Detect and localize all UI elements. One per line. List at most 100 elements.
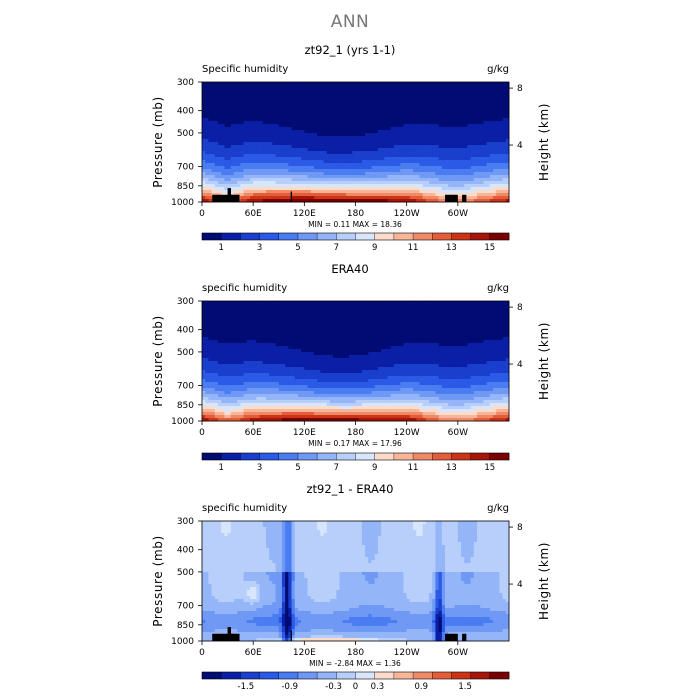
heatmap-cell bbox=[425, 106, 430, 110]
heatmap-cell bbox=[301, 157, 305, 161]
heatmap-cell bbox=[371, 160, 376, 164]
heatmap-cell bbox=[464, 169, 468, 173]
heatmap-cell bbox=[480, 118, 484, 122]
heatmap-cell bbox=[323, 112, 328, 116]
heatmap-cell bbox=[425, 169, 430, 173]
heatmap-cell bbox=[269, 418, 273, 422]
heatmap-cell bbox=[243, 325, 248, 329]
heatmap-cell bbox=[361, 91, 366, 95]
heatmap-cell bbox=[377, 109, 382, 113]
heatmap-cell bbox=[390, 133, 395, 137]
heatmap-cell bbox=[454, 178, 459, 182]
heatmap-cell bbox=[281, 355, 286, 359]
heatmap-cell bbox=[269, 370, 273, 374]
heatmap-cell bbox=[217, 121, 222, 125]
heatmap-cell bbox=[397, 91, 401, 95]
heatmap-cell bbox=[224, 91, 228, 95]
heatmap-cell bbox=[502, 94, 507, 98]
heatmap-cell bbox=[221, 139, 225, 143]
heatmap-cell bbox=[208, 121, 212, 125]
heatmap-cell bbox=[496, 196, 500, 200]
heatmap-cell bbox=[473, 142, 478, 146]
heatmap-cell bbox=[413, 172, 417, 176]
heatmap-cell bbox=[230, 103, 235, 107]
heatmap-cell bbox=[496, 184, 500, 188]
heatmap-cell bbox=[336, 85, 340, 89]
heatmap-cell bbox=[208, 319, 212, 323]
heatmap-cell bbox=[467, 106, 472, 110]
heatmap-cell bbox=[374, 184, 379, 188]
heatmap-cell bbox=[240, 358, 244, 362]
heatmap-cell bbox=[371, 139, 376, 143]
heatmap-cell bbox=[326, 103, 331, 107]
heatmap-cell bbox=[387, 175, 392, 179]
heatmap-cell bbox=[422, 91, 427, 95]
heatmap-cell bbox=[349, 97, 353, 101]
heatmap-cell bbox=[480, 199, 484, 203]
heatmap-cell bbox=[297, 97, 302, 101]
heatmap-cell bbox=[448, 94, 452, 98]
heatmap-cell bbox=[461, 94, 465, 98]
heatmap-cell bbox=[333, 109, 337, 113]
heatmap-cell bbox=[262, 346, 267, 350]
heatmap-cell bbox=[237, 148, 241, 152]
heatmap-cell bbox=[467, 199, 472, 203]
heatmap-cell bbox=[275, 382, 280, 386]
heatmap-cell bbox=[419, 109, 424, 113]
heatmap-cell bbox=[211, 97, 216, 101]
heatmap-cell bbox=[371, 124, 376, 128]
heatmap-cell bbox=[326, 136, 331, 140]
heatmap-cell bbox=[301, 199, 305, 203]
heatmap-cell bbox=[233, 394, 238, 398]
heatmap-cell bbox=[294, 130, 299, 134]
heatmap-cell bbox=[374, 103, 379, 107]
heatmap-cell bbox=[368, 199, 372, 203]
heatmap-cell bbox=[384, 139, 388, 143]
heatmap-cell bbox=[246, 199, 251, 203]
heatmap-cell bbox=[262, 169, 267, 173]
heatmap-cell bbox=[208, 175, 212, 179]
heatmap-cell bbox=[243, 82, 248, 86]
heatmap-cell bbox=[355, 100, 360, 104]
heatmap-cell bbox=[387, 82, 392, 86]
heatmap-cell bbox=[461, 127, 465, 131]
heatmap-cell bbox=[477, 118, 481, 122]
heatmap-cell bbox=[237, 349, 241, 353]
heatmap-cell bbox=[406, 199, 411, 203]
heatmap-cell bbox=[288, 106, 292, 110]
heatmap-cell bbox=[301, 193, 305, 197]
heatmap-cell bbox=[275, 343, 280, 347]
heatmap-cell bbox=[291, 115, 296, 119]
heatmap-cell bbox=[409, 106, 414, 110]
heatmap-cell bbox=[208, 151, 212, 155]
heatmap-cell bbox=[457, 193, 462, 197]
heatmap-cell bbox=[253, 328, 257, 332]
heatmap-cell bbox=[371, 148, 376, 152]
heatmap-cell bbox=[294, 100, 299, 104]
heatmap-cell bbox=[262, 334, 267, 338]
heatmap-cell bbox=[310, 181, 315, 185]
heatmap-cell bbox=[365, 154, 369, 158]
heatmap-cell bbox=[249, 115, 254, 119]
heatmap-cell bbox=[377, 97, 382, 101]
heatmap-cell bbox=[502, 100, 507, 104]
heatmap-cell bbox=[297, 142, 302, 146]
heatmap-cell bbox=[393, 190, 398, 194]
heatmap-cell bbox=[406, 166, 411, 170]
heatmap-cell bbox=[237, 97, 241, 101]
heatmap-cell bbox=[358, 151, 363, 155]
heatmap-cell bbox=[448, 139, 452, 143]
heatmap-cell bbox=[221, 175, 225, 179]
heatmap-cell bbox=[493, 139, 497, 143]
heatmap-cell bbox=[281, 178, 286, 182]
heatmap-cell bbox=[230, 106, 235, 110]
heatmap-cell bbox=[278, 85, 283, 89]
heatmap-cell bbox=[256, 319, 260, 323]
heatmap-cell bbox=[445, 190, 449, 194]
topography-mask bbox=[212, 194, 233, 202]
heatmap-cell bbox=[249, 364, 254, 368]
heatmap-cell bbox=[285, 121, 289, 125]
heatmap-cell bbox=[451, 100, 456, 104]
heatmap-cell bbox=[435, 190, 440, 194]
heatmap-cell bbox=[422, 187, 427, 191]
